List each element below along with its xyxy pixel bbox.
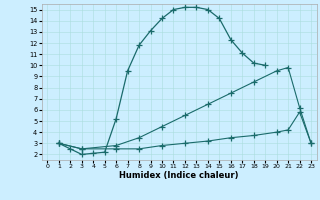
- X-axis label: Humidex (Indice chaleur): Humidex (Indice chaleur): [119, 171, 239, 180]
